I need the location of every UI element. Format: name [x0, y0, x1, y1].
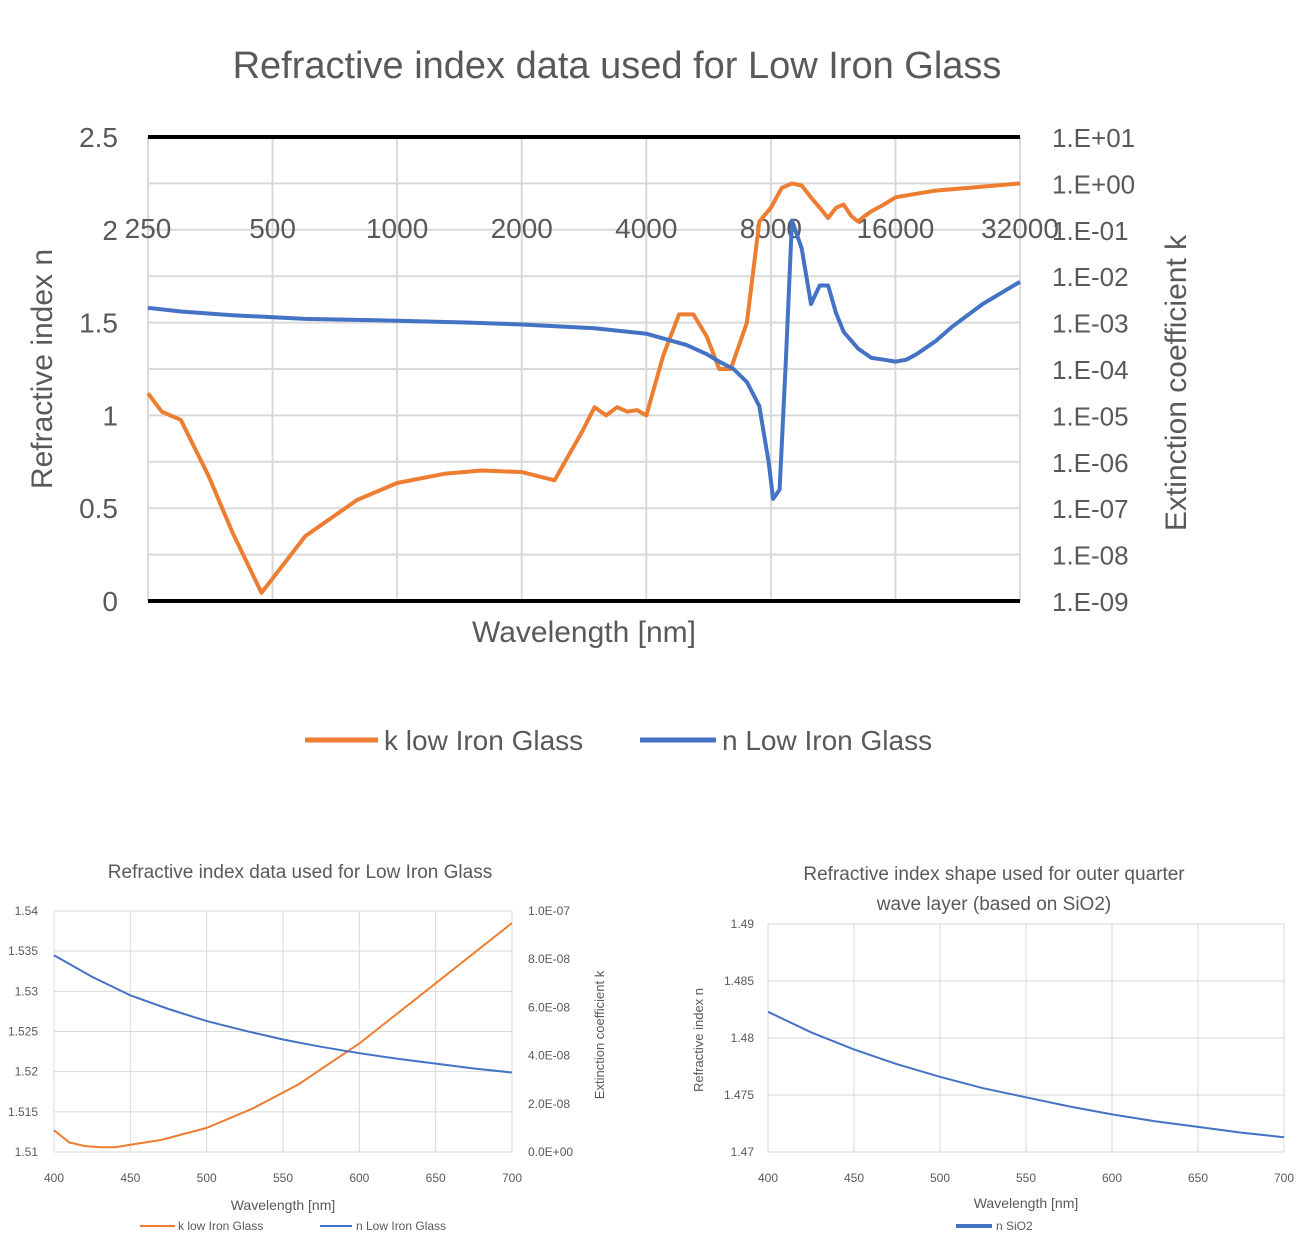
chart2-x-tick: 400	[44, 1171, 64, 1185]
chart1-y-tick: 2.5	[79, 122, 118, 153]
chart1-series-k-line	[146, 181, 1021, 595]
chart3-y-tick: 1.49	[731, 917, 755, 931]
chart1-x-axis-label: Wavelength [nm]	[472, 616, 696, 649]
chart2-y2-tick: 6.0E-08	[528, 1000, 570, 1014]
chart3-title-line1: Refractive index shape used for outer qu…	[803, 864, 1185, 885]
chart1-y2-axis-label: Extinction coefficient k	[1160, 234, 1193, 531]
chart3-x-tick: 700	[1274, 1171, 1294, 1185]
chart2-x-tick: 600	[349, 1171, 369, 1185]
chart1-y-tick: 0.5	[79, 493, 118, 524]
chart2-x-axis-label: Wavelength [nm]	[231, 1197, 336, 1213]
chart3-x-axis-label: Wavelength [nm]	[974, 1195, 1079, 1211]
chart3-x-tick: 650	[1188, 1171, 1208, 1185]
chart1-y-tick: 0	[102, 586, 118, 617]
chart1-x-tick: 4000	[615, 213, 677, 244]
chart1-y-tick: 1.5	[79, 308, 118, 339]
chart2-y2-tick: 1.0E-07	[528, 904, 570, 918]
chart2-x-tick: 650	[426, 1171, 446, 1185]
chart2-y2-axis-label: Extinction coefficient k	[592, 970, 607, 1099]
chart1-y-tick: 2	[102, 215, 118, 246]
chart2-x-tick: 700	[502, 1171, 522, 1185]
chart1-y2-tick: 1.E-08	[1052, 541, 1129, 571]
chart1-x-tick: 1000	[366, 213, 428, 244]
chart2-legend-k-label: k low Iron Glass	[178, 1219, 263, 1233]
chart1-legend-k-label: k low Iron Glass	[384, 725, 583, 756]
chart3-y-tick: 1.485	[724, 974, 754, 988]
chart1-y2-tick: 1.E+00	[1052, 169, 1135, 199]
chart3-y-tick: 1.47	[731, 1145, 755, 1159]
chart2-y-tick: 1.52	[15, 1065, 39, 1079]
chart1-y2-tick: 1.E-05	[1052, 401, 1129, 431]
chart3-y-axis-label: Refractive index n	[691, 988, 706, 1092]
chart2-y-tick: 1.535	[8, 944, 38, 958]
chart3-y-tick: 1.48	[731, 1031, 755, 1045]
chart3-title-line2: wave layer (based on SiO2)	[876, 894, 1111, 915]
chart1-y-tick: 1	[102, 400, 118, 431]
chart2-x-tick: 550	[273, 1171, 293, 1185]
chart2-y2-tick: 2.0E-08	[528, 1097, 570, 1111]
chart3-x-tick: 550	[1016, 1171, 1036, 1185]
chart2-title: Refractive index data used for Low Iron …	[108, 862, 492, 883]
chart2-x-tick: 450	[120, 1171, 140, 1185]
chart1-x-tick: 32000	[981, 213, 1059, 244]
chart2-y-tick: 1.525	[8, 1025, 38, 1039]
chart3-x-tick: 500	[930, 1171, 950, 1185]
chart1-x-tick: 250	[125, 213, 172, 244]
chart1-x-tick: 16000	[856, 213, 934, 244]
chart1-y2-tick: 1.E-09	[1052, 587, 1129, 617]
chart2-x-tick: 500	[197, 1171, 217, 1185]
chart1-y2-tick: 1.E-06	[1052, 448, 1129, 478]
chart3-legend-label: n SiO2	[996, 1219, 1033, 1233]
chart2-legend-n-label: n Low Iron Glass	[356, 1219, 446, 1233]
chart1-x-tick: 500	[249, 213, 296, 244]
chart3-series-n-line	[767, 1010, 1285, 1139]
chart1-y2-tick: 1.E-02	[1052, 262, 1129, 292]
chart1-y2-tick: 1.E-03	[1052, 309, 1129, 339]
chart2-series-k-line	[53, 922, 513, 1149]
chart1-y2-tick: 1.E-07	[1052, 494, 1129, 524]
chart2-y2-tick: 0.0E+00	[528, 1145, 573, 1159]
chart2-y-tick: 1.53	[15, 984, 39, 998]
chart1-y2-tick: 1.E+01	[1052, 123, 1135, 153]
chart2-y2-tick: 4.0E-08	[528, 1049, 570, 1063]
chart2-y-tick: 1.51	[15, 1145, 39, 1159]
chart1-y2-tick: 1.E-01	[1052, 216, 1129, 246]
chart3-y-tick: 1.475	[724, 1088, 754, 1102]
chart1-x-tick: 2000	[491, 213, 553, 244]
chart2-y-tick: 1.515	[8, 1105, 38, 1119]
chart2-series-n-line	[53, 954, 513, 1074]
chart1-series-n-line	[147, 218, 1022, 501]
chart1-y2-tick: 1.E-04	[1052, 355, 1129, 385]
chart3-x-tick: 400	[758, 1171, 778, 1185]
chart1-title: Refractive index data used for Low Iron …	[233, 45, 1002, 87]
chart1-y-axis-label: Refractive index n	[26, 249, 59, 489]
chart2-y-tick: 1.54	[15, 904, 39, 918]
chart2-y2-tick: 8.0E-08	[528, 952, 570, 966]
chart1-legend-n-label: n Low Iron Glass	[722, 725, 932, 756]
chart3-x-tick: 600	[1102, 1171, 1122, 1185]
chart3-x-tick: 450	[844, 1171, 864, 1185]
